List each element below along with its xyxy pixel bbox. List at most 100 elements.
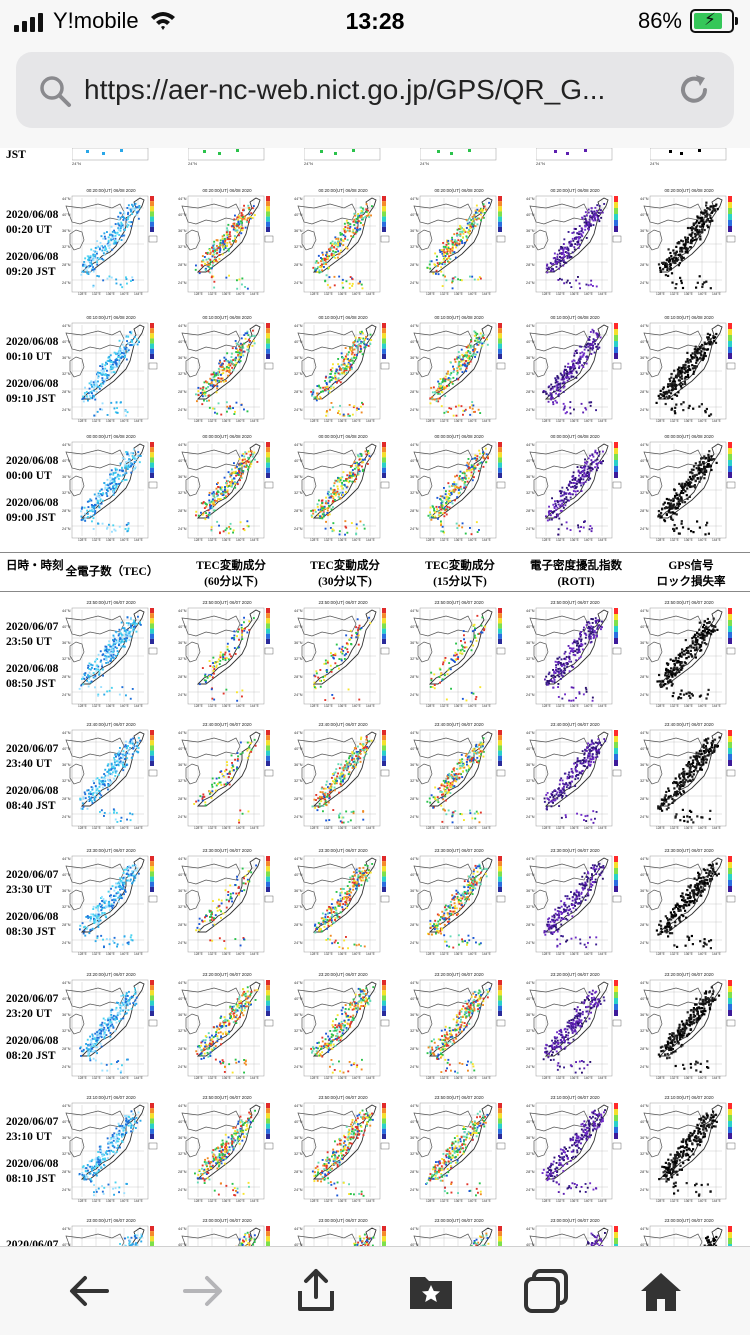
map-image[interactable]: 23:00:00(UT) 06/07 2020 44°N40°N36°N32°N… bbox=[526, 1216, 624, 1246]
partial-jst-label: JST bbox=[6, 148, 78, 163]
svg-text:00:10:00(UT) 06/08 2020: 00:10:00(UT) 06/08 2020 bbox=[318, 315, 368, 320]
svg-text:140°E: 140°E bbox=[236, 419, 245, 423]
svg-text:128°E: 128°E bbox=[194, 292, 203, 296]
svg-text:44°N: 44°N bbox=[410, 443, 419, 447]
svg-text:132°E: 132°E bbox=[440, 538, 449, 542]
svg-text:140°E: 140°E bbox=[584, 292, 593, 296]
svg-text:28°N: 28°N bbox=[294, 509, 303, 513]
svg-text:132°E: 132°E bbox=[324, 292, 333, 296]
svg-text:40°N: 40°N bbox=[62, 213, 71, 217]
svg-text:40°N: 40°N bbox=[640, 213, 649, 217]
header-tec-15: TEC変動成分(15分以下) bbox=[405, 558, 515, 590]
svg-text:40°N: 40°N bbox=[178, 213, 187, 217]
partial-map-bottom: 24°N bbox=[420, 148, 508, 166]
svg-text:32°N: 32°N bbox=[178, 372, 187, 376]
bookmarks-button[interactable] bbox=[405, 1265, 457, 1317]
svg-text:128°E: 128°E bbox=[426, 292, 435, 296]
svg-text:140°E: 140°E bbox=[468, 538, 477, 542]
map-image[interactable]: 23:00:00(UT) 06/07 2020 44°N40°N36°N32°N… bbox=[62, 1216, 160, 1246]
forward-button[interactable] bbox=[177, 1265, 229, 1317]
web-content: 24°N 24°N 24°N 24°N 24°N 24°N JST 2020/0… bbox=[0, 148, 750, 1246]
svg-text:144°E: 144°E bbox=[482, 419, 491, 423]
svg-text:132°E: 132°E bbox=[92, 538, 101, 542]
svg-text:28°N: 28°N bbox=[526, 263, 535, 267]
svg-text:144°E: 144°E bbox=[134, 538, 143, 542]
share-button[interactable] bbox=[290, 1265, 342, 1317]
svg-text:44°N: 44°N bbox=[62, 443, 71, 447]
svg-text:40°N: 40°N bbox=[294, 340, 303, 344]
map-image[interactable]: 23:00:00(UT) 06/07 2020 44°N40°N36°N32°N… bbox=[410, 1216, 508, 1246]
svg-text:32°N: 32°N bbox=[62, 491, 71, 495]
svg-text:32°N: 32°N bbox=[640, 491, 649, 495]
tabs-button[interactable] bbox=[520, 1265, 572, 1317]
reload-icon[interactable] bbox=[676, 72, 712, 108]
back-button[interactable] bbox=[63, 1265, 115, 1317]
url-text[interactable]: https://aer-nc-web.nict.go.jp/GPS/QR_G..… bbox=[84, 52, 674, 128]
svg-text:44°N: 44°N bbox=[526, 443, 535, 447]
forward-arrow-icon bbox=[177, 1265, 229, 1317]
svg-text:128°E: 128°E bbox=[310, 538, 319, 542]
svg-text:00:00:00(UT) 06/08 2020: 00:00:00(UT) 06/08 2020 bbox=[550, 434, 600, 439]
svg-text:32°N: 32°N bbox=[178, 491, 187, 495]
svg-text:136°E: 136°E bbox=[570, 538, 579, 542]
map-image[interactable]: 23:00:00(UT) 06/07 2020 44°N40°N36°N32°N… bbox=[294, 1216, 392, 1246]
map-image[interactable]: 23:00:00(UT) 06/07 2020 44°N40°N36°N32°N… bbox=[640, 1216, 738, 1246]
tabs-icon bbox=[520, 1265, 572, 1317]
svg-text:24°N: 24°N bbox=[304, 161, 313, 166]
home-button[interactable] bbox=[635, 1265, 687, 1317]
svg-text:128°E: 128°E bbox=[78, 538, 87, 542]
address-bar[interactable]: https://aer-nc-web.nict.go.jp/GPS/QR_G..… bbox=[16, 52, 734, 128]
svg-text:40°N: 40°N bbox=[410, 340, 419, 344]
svg-text:132°E: 132°E bbox=[440, 292, 449, 296]
map-image[interactable]: 23:00:00(UT) 06/07 2020 44°N40°N36°N32°N… bbox=[178, 1216, 276, 1246]
